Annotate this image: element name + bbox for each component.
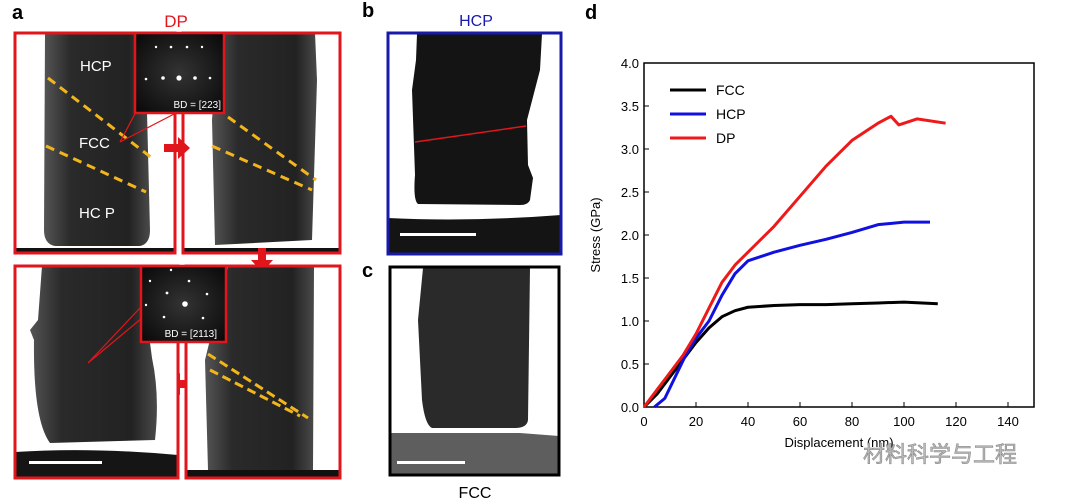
x-tick-label: 140 — [997, 414, 1019, 429]
panel-b-title: HCP — [459, 13, 493, 30]
x-tick-label: 120 — [945, 414, 967, 429]
series-line-hcp — [653, 220, 930, 409]
series-line-fcc — [642, 300, 938, 409]
panel-d: d 0 20 40 60 80 100 120 140 0.0 0.5 1.0 1.5 2.0 2.5 3.… — [585, 2, 1035, 450]
y-tick-label: 2.0 — [621, 228, 639, 243]
y-tick-label: 0.0 — [621, 400, 639, 415]
arrow-right-icon — [164, 137, 190, 159]
panel-c: c FCC — [362, 260, 561, 502]
y-tick-label: 1.5 — [621, 271, 639, 286]
x-tick-label: 0 — [640, 414, 647, 429]
panel-d-letter: d — [585, 2, 597, 24]
twin-boundary-lines — [45, 76, 153, 194]
series-line-dp — [642, 114, 946, 408]
diffraction-inset-bottom: BD = [2113] — [139, 264, 228, 344]
label-fcc: FCC — [79, 135, 110, 152]
hcp-pillar — [412, 34, 542, 205]
stress-displacement-chart: 0 20 40 60 80 100 120 140 0.0 0.5 1.0 1.5 2.0 2.5 3.0 3… — [621, 56, 1035, 429]
x-tick-label: 80 — [845, 414, 859, 429]
panel-b-letter: b — [362, 0, 374, 22]
label-hcp-top: HCP — [80, 58, 112, 75]
scale-bar — [29, 461, 102, 464]
y-tick-label: 3.0 — [621, 142, 639, 157]
y-tick-label: 4.0 — [621, 56, 639, 71]
y-tick-label: 1.0 — [621, 314, 639, 329]
y-tick-label: 0.5 — [621, 357, 639, 372]
scale-bar — [400, 233, 476, 236]
panel-a-letter: a — [12, 2, 24, 24]
inset-top-caption: BD = [223] — [173, 100, 221, 111]
panel-a: a DP HCP FCC HC P — [12, 2, 342, 480]
fcc-pillar — [418, 268, 530, 428]
frame — [13, 31, 177, 255]
x-axis-label: Displacement (nm) — [784, 435, 893, 450]
panel-b: b HCP — [362, 0, 563, 256]
y-tick-label: 2.5 — [621, 185, 639, 200]
x-tick-label: 40 — [741, 414, 755, 429]
x-tick-label: 60 — [793, 414, 807, 429]
watermark: 材料科学与工程 — [863, 442, 1017, 467]
legend-label-fcc: FCC — [716, 82, 745, 98]
legend-label-dp: DP — [716, 130, 735, 146]
inset-bottom-caption: BD = [2113] — [165, 329, 218, 340]
scale-bar — [397, 461, 465, 464]
panel-c-caption: FCC — [459, 485, 492, 502]
panel-a-title: DP — [164, 12, 188, 31]
x-tick-label: 100 — [893, 414, 915, 429]
diffraction-inset-top: BD = [223] — [133, 31, 226, 115]
label-hcp-bottom: HC P — [79, 205, 115, 222]
x-tick-label: 20 — [689, 414, 703, 429]
panel-c-letter: c — [362, 260, 373, 282]
y-tick-label: 3.5 — [621, 99, 639, 114]
micrograph-top-right — [181, 31, 342, 255]
y-axis-label: Stress (GPa) — [588, 197, 603, 272]
legend-label-hcp: HCP — [716, 106, 746, 122]
